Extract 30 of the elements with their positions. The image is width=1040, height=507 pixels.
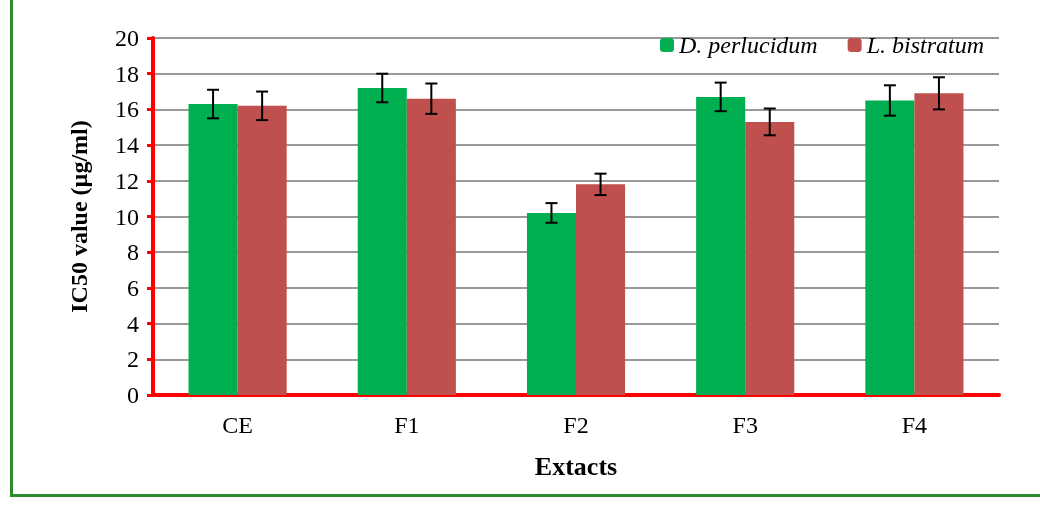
- bar: [406, 98, 456, 395]
- bar: [357, 87, 407, 395]
- y-tick-label: 2: [127, 346, 139, 373]
- bar: [188, 104, 238, 395]
- y-tick-label: 0: [127, 382, 139, 408]
- legend-label: D. perlucidum: [677, 32, 818, 58]
- bar: [576, 184, 626, 395]
- bar: [865, 100, 915, 395]
- y-tick-label: 20: [115, 25, 139, 51]
- y-axis-title: IC50 value (µg/ml): [66, 120, 92, 313]
- bar: [696, 96, 746, 395]
- y-tick-label: 4: [127, 310, 139, 337]
- legend-label: L. bistratum: [865, 32, 985, 58]
- y-tick-label: 10: [115, 203, 139, 230]
- y-tick-label: 14: [115, 132, 139, 159]
- x-axis-title: Extacts: [534, 451, 618, 481]
- bar: [237, 105, 287, 395]
- x-tick-label: F3: [732, 412, 758, 438]
- y-tick-label: 8: [127, 239, 139, 266]
- x-tick-label: F4: [901, 412, 928, 438]
- y-tick-label: 12: [115, 167, 139, 194]
- bar: [914, 93, 964, 395]
- bar: [526, 212, 576, 395]
- x-tick-label: F2: [563, 412, 589, 438]
- x-tick-label: F1: [394, 412, 420, 438]
- y-tick-label: 18: [115, 60, 139, 87]
- y-tick-label: 6: [127, 274, 139, 301]
- x-tick-label: CE: [222, 412, 253, 438]
- bar: [745, 121, 795, 395]
- y-tick-label: 16: [115, 96, 139, 123]
